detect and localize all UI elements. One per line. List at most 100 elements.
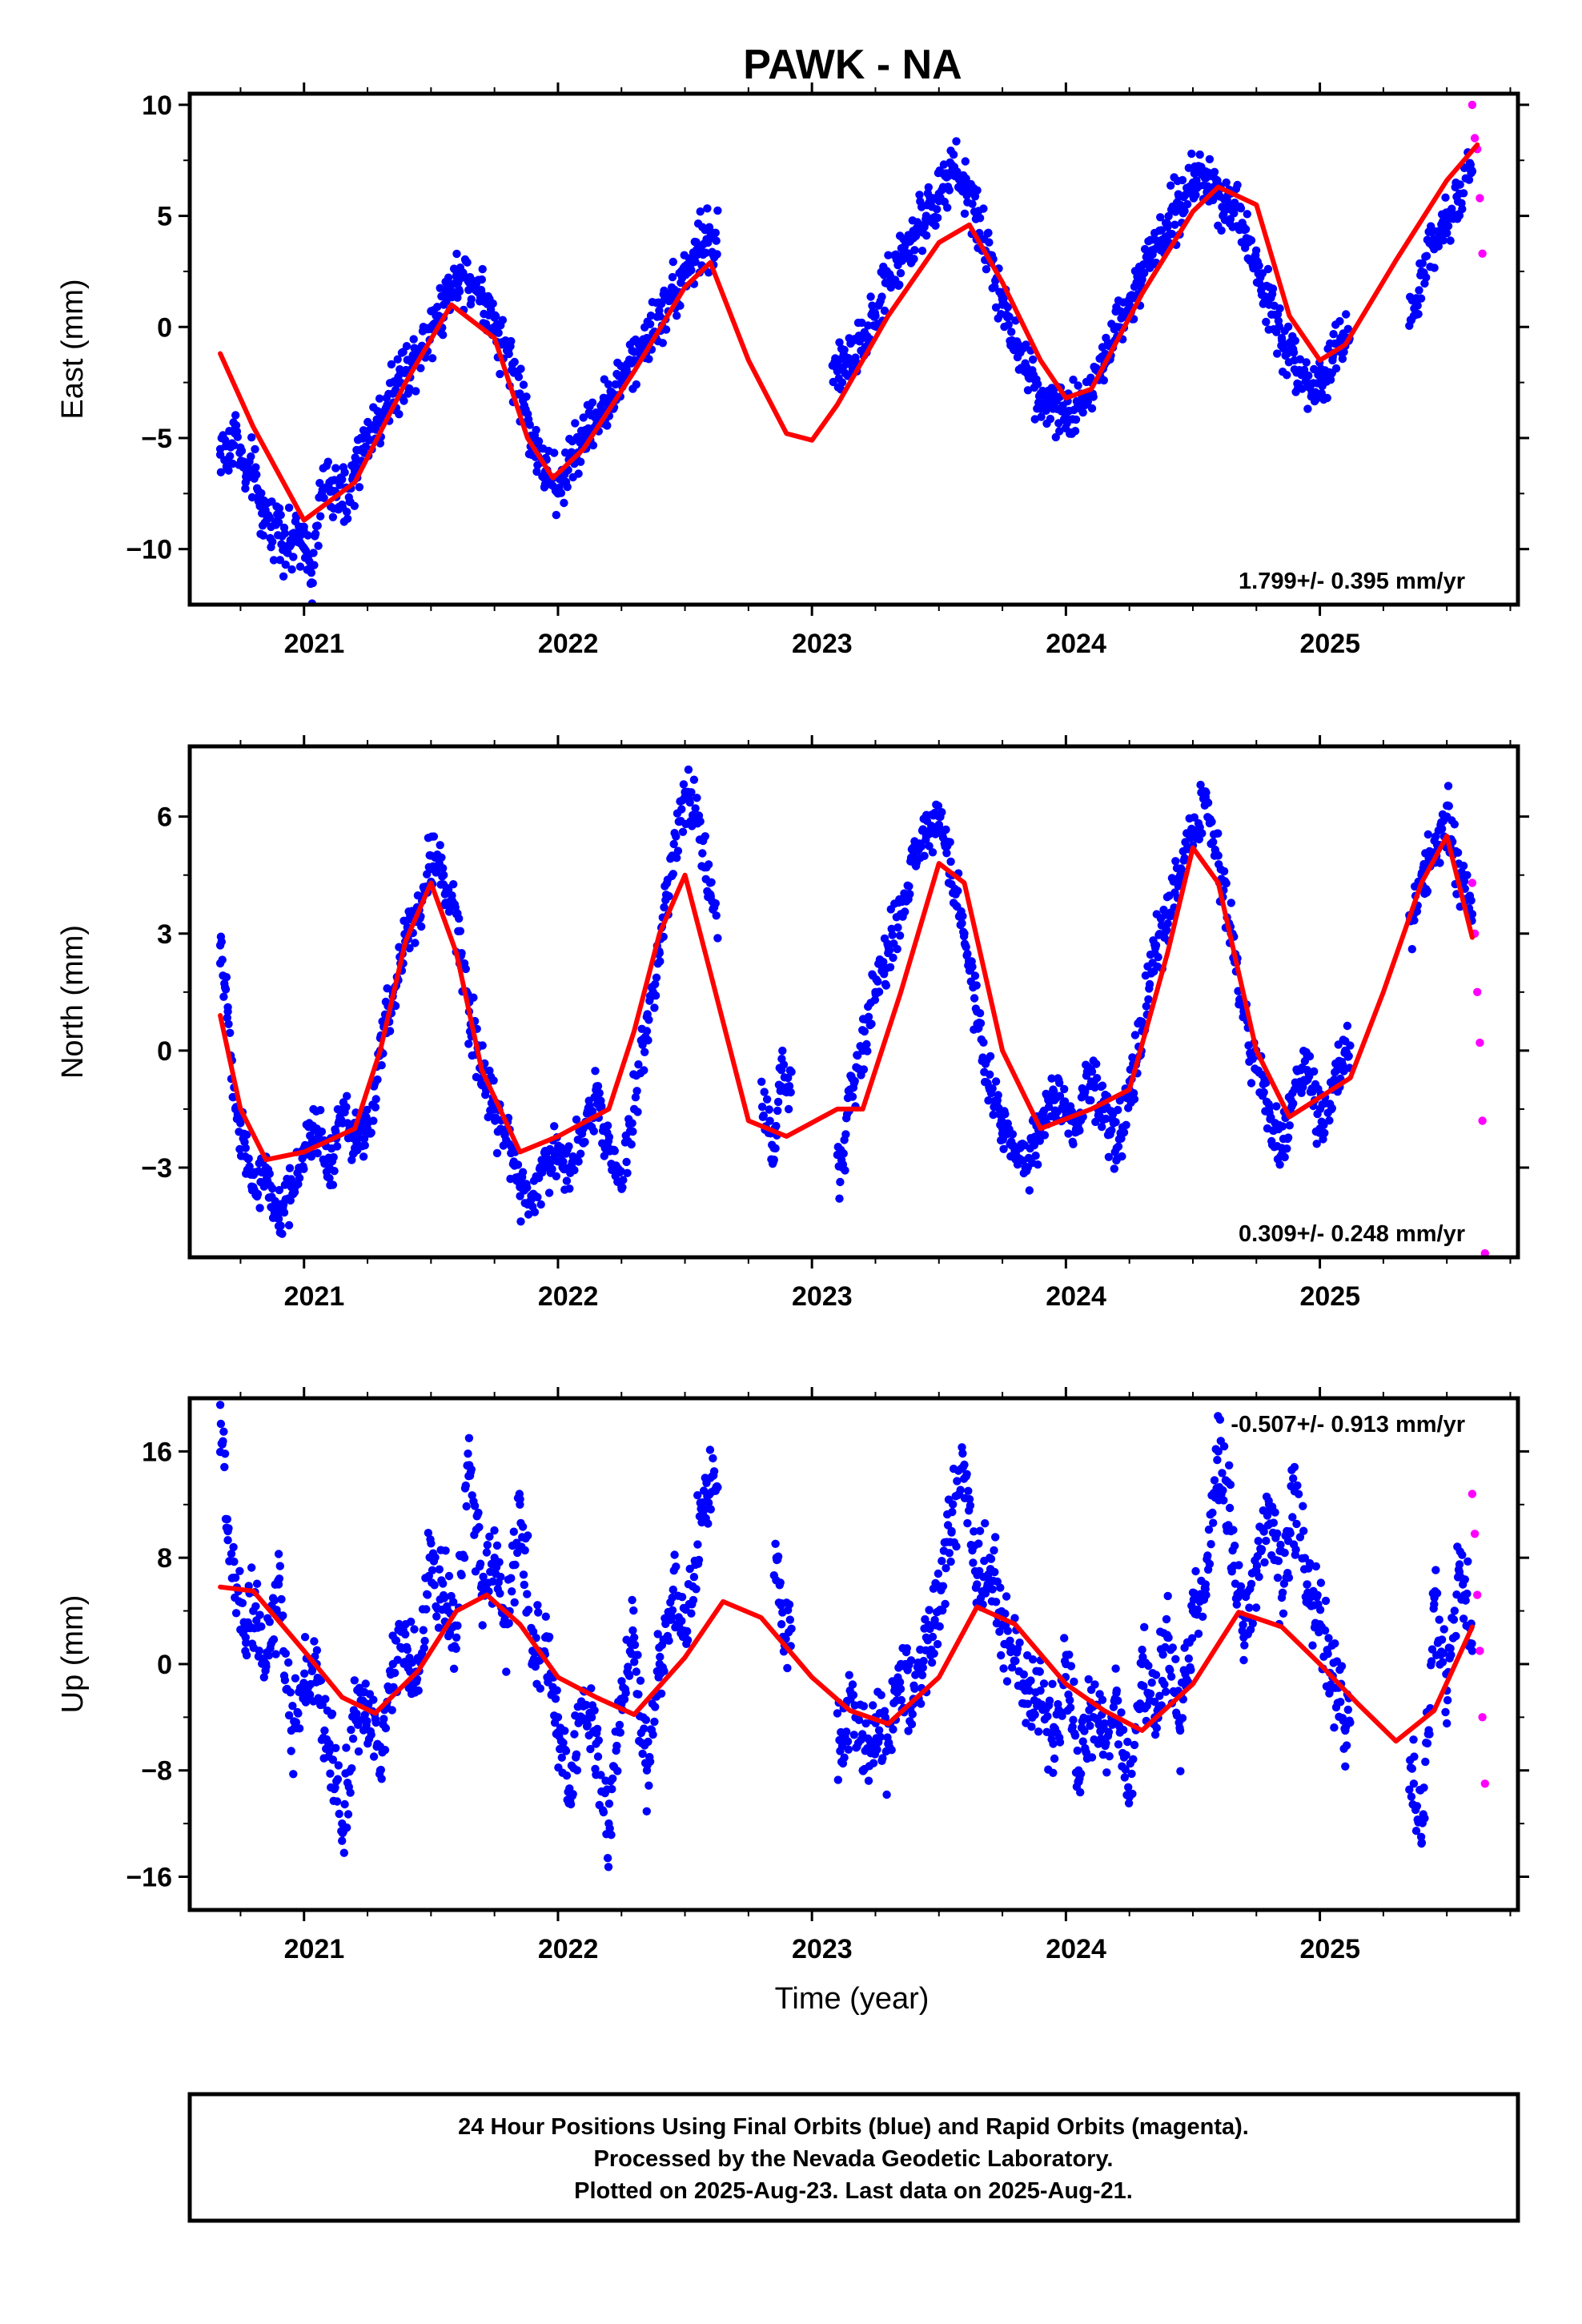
final-orbit-point <box>498 316 508 324</box>
final-orbit-point <box>958 919 966 928</box>
final-orbit-point <box>452 1644 460 1653</box>
final-orbit-point <box>1247 1079 1256 1088</box>
final-orbit-point <box>342 1743 351 1752</box>
final-orbit-point <box>579 433 588 443</box>
final-orbit-point <box>933 213 942 223</box>
final-orbit-point <box>326 1769 335 1778</box>
final-orbit-point <box>954 887 962 895</box>
rapid-orbit-point <box>1478 249 1487 258</box>
final-orbit-point <box>1459 862 1468 870</box>
final-orbit-point <box>844 1745 853 1754</box>
final-orbit-point <box>991 303 1001 312</box>
final-orbit-point <box>1243 210 1252 219</box>
final-orbit-point <box>884 251 893 259</box>
final-orbit-point <box>490 323 499 332</box>
final-orbit-point <box>963 949 972 959</box>
final-orbit-point <box>347 1764 356 1773</box>
final-orbit-point <box>533 1192 542 1202</box>
final-orbit-point <box>1259 1088 1268 1097</box>
final-orbit-point <box>1248 1619 1258 1628</box>
final-orbit-point <box>1313 1590 1322 1600</box>
final-orbit-point <box>1118 1725 1128 1735</box>
final-orbit-point <box>616 1728 624 1737</box>
final-orbit-point <box>1140 1622 1149 1632</box>
final-orbit-point <box>1171 1655 1180 1663</box>
final-orbit-point <box>1099 1739 1109 1748</box>
final-orbit-point <box>1277 333 1287 343</box>
final-orbit-point <box>289 1770 298 1779</box>
final-orbit-point <box>1303 378 1311 387</box>
final-orbit-point <box>966 1501 975 1510</box>
final-orbit-point <box>1239 223 1248 231</box>
final-orbit-point <box>1030 1710 1039 1719</box>
y-tick-label: −16 <box>126 1863 172 1893</box>
final-orbit-point <box>845 1085 854 1094</box>
final-orbit-point <box>531 1662 540 1671</box>
final-orbit-point <box>461 1481 470 1490</box>
final-orbit-point <box>1066 1695 1074 1705</box>
final-orbit-point <box>439 1579 448 1588</box>
final-orbit-point <box>1295 1533 1305 1542</box>
final-orbit-point <box>833 1775 843 1784</box>
final-orbit-point <box>247 493 257 502</box>
final-orbit-point <box>351 1144 359 1152</box>
final-orbit-point <box>230 1557 239 1566</box>
final-orbit-point <box>599 1807 608 1817</box>
final-orbit-point <box>934 812 944 821</box>
final-orbit-point <box>1120 1773 1130 1782</box>
final-orbit-point <box>1299 1526 1308 1535</box>
final-orbit-point <box>1078 1737 1087 1746</box>
final-orbit-point <box>314 1694 323 1703</box>
final-orbit-point <box>560 498 568 508</box>
final-orbit-point <box>975 1566 984 1576</box>
final-orbit-point <box>1415 286 1423 295</box>
final-orbit-point <box>453 1621 462 1630</box>
final-orbit-point <box>840 345 849 355</box>
final-orbit-point <box>1112 323 1122 332</box>
final-orbit-point <box>617 1677 626 1686</box>
final-orbit-point <box>281 1649 290 1658</box>
final-orbit-point <box>1443 228 1452 238</box>
final-orbit-point <box>348 1735 358 1743</box>
final-orbit-point <box>687 1609 696 1618</box>
final-orbit-point <box>461 964 470 974</box>
final-orbit-point <box>660 1667 669 1675</box>
final-orbit-point <box>1099 1104 1109 1114</box>
final-orbit-point <box>1409 1735 1418 1744</box>
final-orbit-point <box>1455 189 1464 198</box>
final-orbit-point <box>713 250 721 259</box>
final-orbit-point <box>1188 1606 1198 1615</box>
final-orbit-point <box>889 1725 897 1734</box>
final-orbit-point <box>519 380 528 389</box>
final-orbit-point <box>640 1066 648 1075</box>
final-orbit-point <box>1010 1144 1020 1152</box>
final-orbit-point <box>321 1695 330 1703</box>
final-orbit-point <box>858 1046 867 1055</box>
final-orbit-point <box>1248 1055 1258 1063</box>
final-orbit-point <box>419 1626 428 1634</box>
final-orbit-point <box>1247 1579 1256 1589</box>
final-orbit-point <box>1062 1659 1070 1669</box>
final-orbit-point <box>331 464 340 472</box>
final-orbit-point <box>1464 1557 1472 1566</box>
plot-frame <box>187 1396 1520 1912</box>
final-orbit-point <box>949 150 958 159</box>
final-orbit-point <box>882 1790 891 1799</box>
final-orbit-point <box>1275 322 1284 331</box>
final-orbit-point <box>1285 1121 1295 1130</box>
final-orbit-point <box>434 1623 444 1632</box>
final-orbit-point <box>1213 1455 1222 1465</box>
final-orbit-point <box>691 804 700 813</box>
final-orbit-point <box>226 1028 235 1038</box>
final-orbit-point <box>630 1640 640 1650</box>
final-orbit-point <box>603 1854 612 1863</box>
final-orbit-point <box>478 1041 487 1050</box>
final-orbit-point <box>979 1038 988 1047</box>
final-orbit-point <box>1459 1614 1468 1623</box>
final-orbit-point <box>587 1684 596 1693</box>
final-orbit-point <box>845 1686 854 1695</box>
final-orbit-point <box>401 1620 410 1629</box>
final-orbit-point <box>1150 948 1159 958</box>
plot-frame <box>187 91 1520 607</box>
final-orbit-point <box>1188 178 1198 187</box>
